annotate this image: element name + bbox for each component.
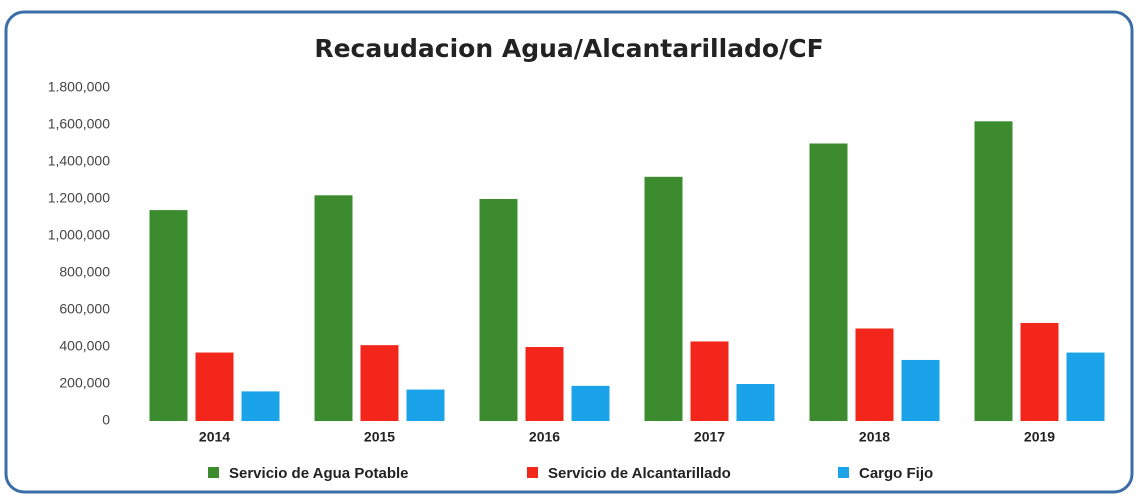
legend-label: Servicio de Agua Potable [229, 465, 409, 482]
x-tick-label: 2016 [529, 429, 560, 445]
bar [406, 389, 445, 421]
bar [525, 347, 564, 421]
bar [901, 359, 940, 421]
y-tick-label: 1.800,000 [48, 79, 110, 95]
legend-swatch [208, 467, 219, 478]
y-tick-label: 0 [102, 412, 110, 428]
x-tick-label: 2018 [859, 429, 890, 445]
bar [149, 210, 188, 421]
y-tick-label: 1,400,000 [48, 153, 110, 169]
bar [690, 341, 729, 421]
bar [855, 328, 894, 421]
x-tick-label: 2014 [199, 429, 230, 445]
legend-label: Servicio de Alcantarillado [548, 465, 731, 482]
bar [360, 345, 399, 421]
y-tick-label: 1.200,000 [48, 190, 110, 206]
chart-title: Recaudacion Agua/Alcantarillado/CF [314, 34, 823, 63]
y-tick-label: 1,600,000 [48, 116, 110, 132]
bar [195, 352, 234, 421]
bar [809, 143, 848, 421]
y-tick-label: 600,000 [59, 301, 110, 317]
bar [1066, 352, 1105, 421]
bar [974, 121, 1013, 422]
bar [479, 199, 518, 421]
bar [241, 391, 280, 421]
y-tick-label: 1,000,000 [48, 227, 110, 243]
legend-label: Cargo Fijo [859, 465, 933, 482]
y-tick-label: 200,000 [59, 375, 110, 391]
bar [314, 195, 353, 421]
y-tick-label: 800,000 [59, 264, 110, 280]
bar [571, 385, 610, 421]
legend-swatch [527, 467, 538, 478]
x-tick-label: 2019 [1024, 429, 1055, 445]
x-tick-label: 2015 [364, 429, 395, 445]
y-tick-label: 400,000 [59, 338, 110, 354]
bar [644, 176, 683, 421]
bar [1020, 322, 1059, 421]
x-tick-label: 2017 [694, 429, 725, 445]
bar [736, 384, 775, 421]
frame [4, 10, 1134, 494]
legend-swatch [838, 467, 849, 478]
